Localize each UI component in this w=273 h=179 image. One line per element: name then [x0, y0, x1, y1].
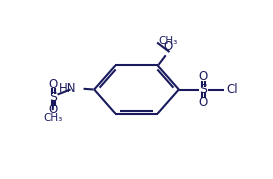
Text: O: O — [199, 96, 208, 108]
Text: S: S — [199, 83, 207, 96]
Text: Cl: Cl — [226, 83, 238, 96]
Text: O: O — [199, 71, 208, 83]
Text: CH₃: CH₃ — [158, 36, 177, 46]
Text: S: S — [49, 91, 57, 103]
Text: O: O — [163, 40, 173, 54]
Text: O: O — [49, 78, 58, 91]
Text: CH₃: CH₃ — [43, 113, 62, 123]
Text: HN: HN — [59, 82, 76, 95]
Text: O: O — [49, 103, 58, 116]
